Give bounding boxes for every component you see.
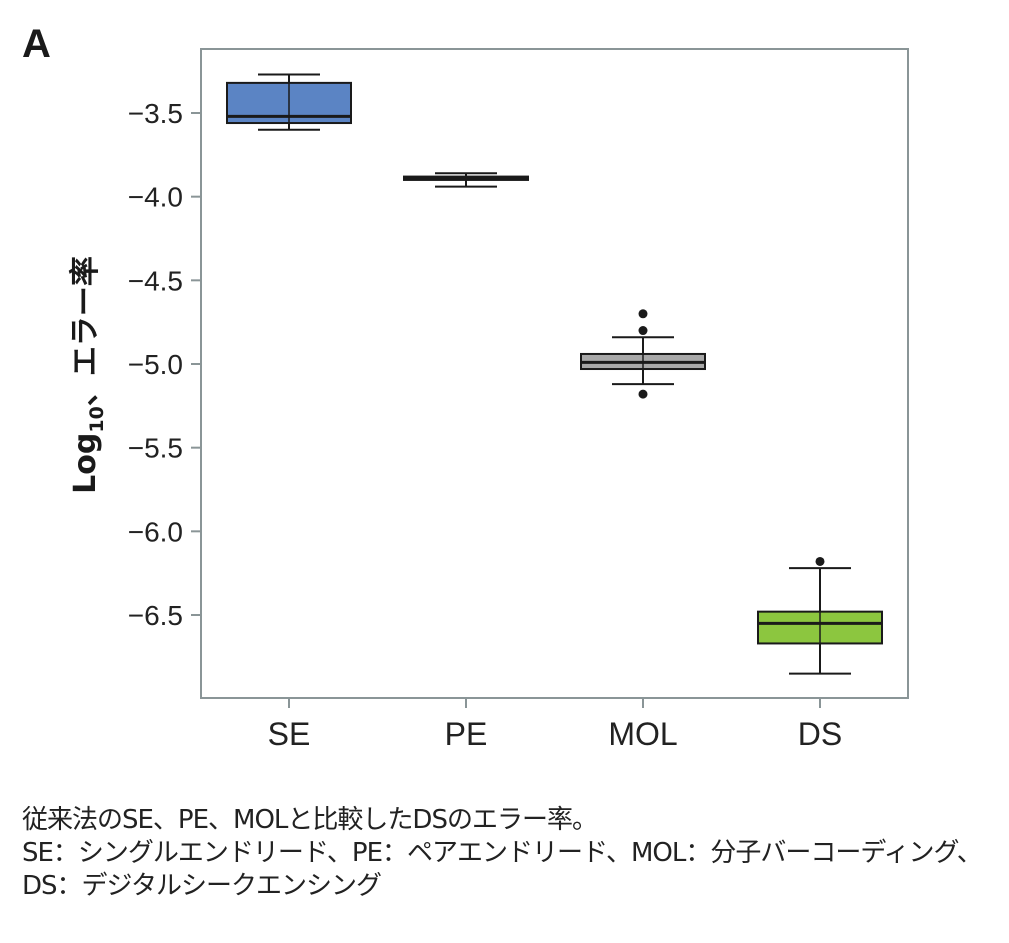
y-axis: −3.5 −4.0 −4.5 −5.0 −5.5 −6.0 −6.5 [128,98,201,631]
x-axis: SE PE MOL DS [268,698,842,752]
outlier-point [815,556,825,566]
box-series [226,73,883,675]
box-pe [403,172,529,188]
outlier-point [638,389,648,399]
y-axis-label-log: Log [68,433,103,494]
y-tick-label: −5.0 [128,349,183,380]
y-tick-label: −6.5 [128,600,183,631]
y-tick-label: −4.5 [128,265,183,296]
caption-line-1: 従来法のSE、PE、MOLと比較したDSのエラー率。 [22,805,598,835]
plot-area-frame [200,48,909,699]
y-tick-label: −4.0 [128,182,183,213]
outlier-point [638,326,648,336]
x-tick-label: DS [798,716,842,752]
y-tick-label: −5.5 [128,433,183,464]
y-axis-label-subscript: 10 [86,406,108,432]
y-tick-label: −6.0 [128,516,183,547]
x-tick-label: MOL [608,716,677,752]
box-ds [757,556,883,675]
y-axis-label-rest: 、エラー率 [68,256,103,406]
box-plot-chart: −3.5 −4.0 −4.5 −5.0 −5.5 −6.0 −6.5 SE PE MOL DS L… [68,48,909,752]
caption-line-2: SE：シングルエンドリード、PE：ペアエンドリード、MOL：分子バーコーディング… [22,838,983,868]
figure-caption: 従来法のSE、PE、MOLと比較したDSのエラー率。 SE：シングルエンドリード… [22,804,997,903]
x-tick-label: PE [445,716,488,752]
outlier-point [638,309,648,319]
x-tick-label: SE [268,716,311,752]
y-tick-label: −3.5 [128,98,183,129]
caption-line-3: DS：デジタルシークエンシング [22,871,382,901]
panel-label: A [22,22,51,66]
box-mol [580,309,706,399]
box-se [226,73,352,131]
y-axis-label: Log10、エラー率 [68,256,108,494]
